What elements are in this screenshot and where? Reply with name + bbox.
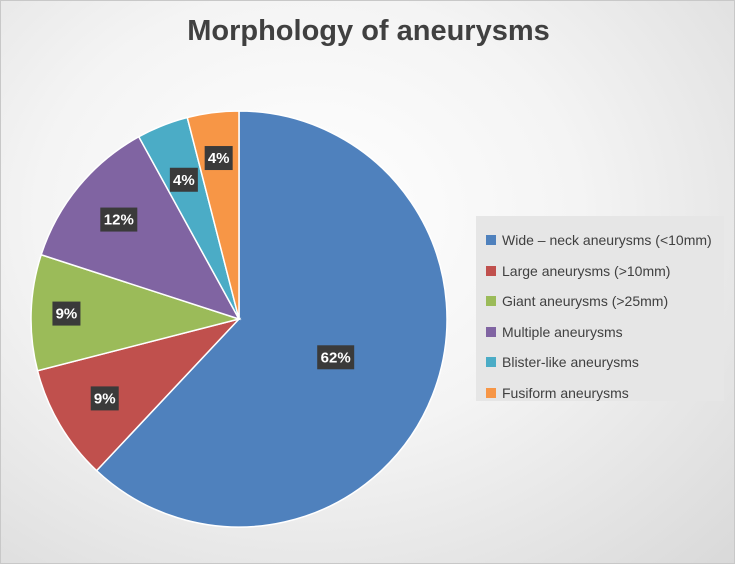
legend-label: Large aneurysms (>10mm) <box>502 262 671 279</box>
pie-slice-4 <box>40 135 241 321</box>
legend-swatch <box>486 235 496 246</box>
pie-slice-1 <box>95 110 448 528</box>
data-label-box <box>317 345 355 370</box>
data-label-box <box>100 207 138 232</box>
data-label-text: 4% <box>208 150 230 167</box>
legend-label: Giant aneurysms (>25mm) <box>502 293 669 310</box>
legend-label: Fusiform aneurysms <box>502 384 629 401</box>
data-label-4: 12% <box>100 207 138 232</box>
legend-item: Fusiform aneurysms <box>486 378 724 409</box>
data-label-text: 9% <box>56 306 78 323</box>
data-label-box <box>52 301 81 326</box>
legend-item: Large aneurysms (>10mm) <box>486 256 724 287</box>
data-label-1: 62% <box>317 345 355 370</box>
data-label-text: 4% <box>173 172 195 189</box>
data-label-6: 4% <box>204 146 233 171</box>
data-label-5: 4% <box>169 167 198 192</box>
legend-swatch <box>486 326 496 337</box>
legend-item: Wide – neck aneurysms (<10mm) <box>486 225 724 256</box>
legend-item: Multiple aneurysms <box>486 317 724 348</box>
legend-label: Blister-like aneurysms <box>502 354 639 371</box>
legend-swatch <box>486 296 496 307</box>
pie-slices <box>30 110 448 528</box>
legend-item: Blister-like aneurysms <box>486 347 724 378</box>
pie-data-labels: 62% 9% 9% 12% 4% 4% <box>52 146 355 411</box>
legend-label: Multiple aneurysms <box>502 323 623 340</box>
data-label-text: 12% <box>104 212 134 229</box>
legend-swatch <box>486 387 496 398</box>
chart-title: Morphology of aneurysms <box>187 15 550 47</box>
data-label-box <box>204 146 233 171</box>
legend-item: Giant aneurysms (>25mm) <box>486 286 724 317</box>
legend-swatch <box>486 265 496 276</box>
legend-swatch <box>486 357 496 368</box>
data-label-3: 9% <box>52 301 81 326</box>
legend-label: Wide – neck aneurysms (<10mm) <box>502 232 712 249</box>
legend: Wide – neck aneurysms (<10mm) Large aneur… <box>476 216 724 401</box>
data-label-text: 9% <box>94 390 116 407</box>
pie-slice-3 <box>30 253 242 372</box>
data-label-text: 62% <box>321 349 351 366</box>
data-label-box <box>169 167 198 192</box>
data-label-2: 9% <box>90 386 119 411</box>
data-label-box <box>90 386 119 411</box>
pie-slice-2 <box>36 317 242 472</box>
